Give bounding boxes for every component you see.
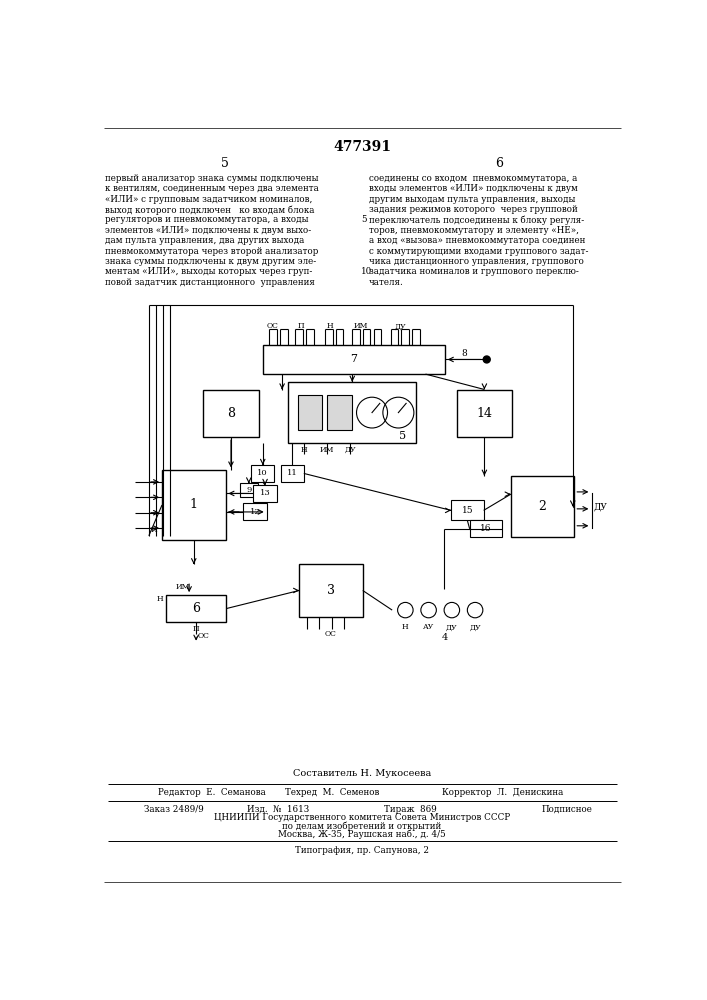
Text: П: П	[193, 625, 199, 633]
Text: чателя.: чателя.	[369, 278, 404, 287]
Text: 6: 6	[495, 157, 503, 170]
Text: ментам «ИЛИ», выходы которых через груп-: ментам «ИЛИ», выходы которых через груп-	[105, 267, 312, 276]
Text: соединены со входом  пневмокоммутатора, а: соединены со входом пневмокоммутатора, а	[369, 174, 578, 183]
Text: Подписное: Подписное	[541, 805, 592, 814]
Text: 7: 7	[350, 354, 357, 364]
Text: 4: 4	[441, 633, 448, 642]
Text: ИМ: ИМ	[354, 322, 368, 330]
Text: ИМ: ИМ	[176, 583, 190, 591]
Text: 477391: 477391	[333, 140, 391, 154]
Text: другим выходам пульта управления, выходы: другим выходам пульта управления, выходы	[369, 195, 575, 204]
Text: Корректор  Л.  Денискина: Корректор Л. Денискина	[443, 788, 563, 797]
Text: задания режимов которого  через групповой: задания режимов которого через групповой	[369, 205, 578, 214]
Text: «ИЛИ» с групповым задатчиком номиналов,: «ИЛИ» с групповым задатчиком номиналов,	[105, 195, 312, 204]
Bar	[457, 389, 513, 437]
Text: 16: 16	[480, 524, 491, 533]
Text: ДУ: ДУ	[446, 623, 457, 631]
Text: 13: 13	[259, 489, 271, 497]
Text: Н: Н	[156, 595, 163, 603]
Text: 5: 5	[361, 215, 367, 224]
Bar	[203, 389, 259, 437]
Text: к вентилям, соединенным через два элемента: к вентилям, соединенным через два элемен…	[105, 184, 320, 193]
Text: элементов «ИЛИ» подключены к двум выхо-: элементов «ИЛИ» подключены к двум выхо-	[105, 226, 312, 235]
Text: 8: 8	[227, 407, 235, 420]
Text: ОС: ОС	[198, 632, 210, 640]
Text: Н: Н	[300, 446, 307, 454]
Text: 1: 1	[189, 498, 198, 512]
Bar	[162, 470, 226, 540]
Circle shape	[484, 356, 490, 363]
Text: 10: 10	[361, 267, 373, 276]
Bar	[166, 595, 226, 622]
Text: 15: 15	[462, 506, 473, 515]
Bar	[469, 520, 502, 537]
Text: Н: Н	[327, 322, 334, 330]
Text: торов, пневмокоммутатору и элементу «НЕ»,: торов, пневмокоммутатору и элементу «НЕ»…	[369, 226, 579, 235]
Text: чика дистанционного управления, группового: чика дистанционного управления, группово…	[369, 257, 584, 266]
Text: знака суммы подключены к двум другим эле-: знака суммы подключены к двум другим эле…	[105, 257, 317, 266]
Text: 10: 10	[257, 469, 268, 477]
Text: 6: 6	[192, 602, 200, 615]
Text: Н: Н	[402, 623, 409, 631]
Text: ИМ: ИМ	[320, 446, 334, 454]
Text: 11: 11	[287, 469, 298, 477]
Bar	[298, 395, 322, 430]
Text: по делам изобретений и открытий: по делам изобретений и открытий	[282, 821, 442, 831]
Text: Н: Н	[151, 526, 158, 534]
Bar	[288, 382, 416, 443]
Bar	[253, 485, 276, 502]
Bar	[451, 500, 484, 520]
Bar	[243, 503, 267, 520]
Text: а вход «вызова» пневмокоммутатора соединен: а вход «вызова» пневмокоммутатора соедин…	[369, 236, 585, 245]
Text: АУ: АУ	[423, 623, 434, 631]
Bar	[327, 395, 352, 430]
Text: переключатель подсоединены к блоку регуля-: переключатель подсоединены к блоку регул…	[369, 215, 584, 225]
Text: ДУ: ДУ	[594, 502, 607, 511]
Text: Заказ 2489/9: Заказ 2489/9	[144, 805, 204, 814]
Text: пневмокоммутатора через второй анализатор: пневмокоммутатора через второй анализато…	[105, 247, 319, 256]
Bar	[281, 465, 304, 482]
Text: ДУ: ДУ	[395, 322, 407, 330]
Text: 8: 8	[462, 349, 467, 358]
Text: 14: 14	[477, 407, 492, 420]
Text: Типография, пр. Сапунова, 2: Типография, пр. Сапунова, 2	[295, 846, 429, 855]
Bar	[240, 483, 258, 497]
Text: с коммутирующими входами группового задат-: с коммутирующими входами группового зада…	[369, 247, 588, 256]
Text: Редактор  Е.  Семанова: Редактор Е. Семанова	[158, 788, 266, 797]
Text: ДУ: ДУ	[344, 446, 356, 454]
Text: ОС: ОС	[325, 630, 337, 638]
Text: 5: 5	[221, 157, 228, 170]
Text: задатчика номиналов и группового переклю-: задатчика номиналов и группового переклю…	[369, 267, 579, 276]
Text: Тираж  869: Тираж 869	[384, 805, 436, 814]
Text: 9: 9	[246, 486, 252, 494]
Bar	[299, 564, 363, 617]
Text: 3: 3	[327, 584, 335, 597]
Text: входы элементов «ИЛИ» подключены к двум: входы элементов «ИЛИ» подключены к двум	[369, 184, 578, 193]
Text: 2: 2	[539, 500, 547, 513]
Text: П: П	[298, 322, 304, 330]
Text: ДУ: ДУ	[469, 623, 481, 631]
Text: повой задатчик дистанционного  управления: повой задатчик дистанционного управления	[105, 278, 315, 287]
Bar	[251, 465, 274, 482]
Text: Составитель Н. Мукосеева: Составитель Н. Мукосеева	[293, 769, 431, 778]
Text: дам пульта управления, два других выхода: дам пульта управления, два других выхода	[105, 236, 305, 245]
Bar	[263, 345, 445, 374]
Text: ОС: ОС	[267, 322, 279, 330]
Bar	[510, 476, 574, 537]
Text: ЦНИИПИ Государственного комитета Совета Министров СССР: ЦНИИПИ Государственного комитета Совета …	[214, 813, 510, 822]
Text: выход которого подключен   ко входам блока: выход которого подключен ко входам блока	[105, 205, 315, 215]
Text: 5: 5	[399, 431, 406, 441]
Text: регуляторов и пневмокоммутатора, а входы: регуляторов и пневмокоммутатора, а входы	[105, 215, 309, 224]
Text: Москва, Ж-35, Раушская наб., д. 4/5: Москва, Ж-35, Раушская наб., д. 4/5	[278, 830, 445, 839]
Text: Техред  М.  Семенов: Техред М. Семенов	[286, 788, 380, 797]
Text: 12: 12	[250, 508, 260, 516]
Text: первый анализатор знака суммы подключены: первый анализатор знака суммы подключены	[105, 174, 319, 183]
Text: Изд.  №  1613: Изд. № 1613	[247, 805, 310, 814]
